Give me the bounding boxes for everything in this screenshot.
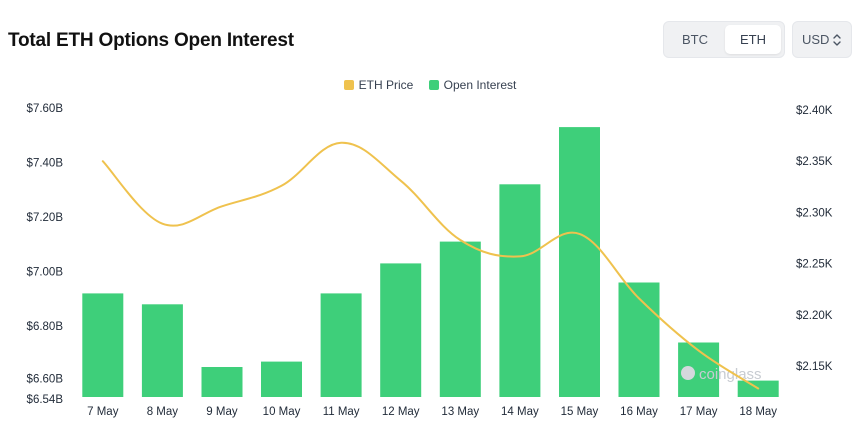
currency-label: USD <box>802 32 830 47</box>
x-tick-label: 9 May <box>206 406 238 418</box>
legend-swatch-eth-price <box>343 79 354 90</box>
x-tick-label: 12 May <box>382 406 420 418</box>
y-left-tick-label: $6.60B <box>27 374 64 386</box>
x-tick-label: 15 May <box>561 406 599 418</box>
y-left-tick-label: $6.80B <box>27 321 64 333</box>
x-tick-label: 13 May <box>441 406 479 418</box>
y-left-tick-label: $7.60B <box>27 103 64 115</box>
y-right-tick-label: $2.30K <box>796 207 833 219</box>
open-interest-bar <box>618 282 660 397</box>
open-interest-bar <box>201 367 243 397</box>
open-interest-bar <box>82 293 124 397</box>
x-tick-label: 14 May <box>501 406 539 418</box>
legend-swatch-open-interest <box>428 79 439 90</box>
y-right-tick-label: $2.15K <box>796 361 833 373</box>
y-left-tick-label: $7.20B <box>27 212 64 224</box>
y-right-tick-label: $2.40K <box>796 105 833 117</box>
coinglass-logo-icon <box>681 366 695 380</box>
eth-price-line <box>101 141 760 390</box>
page-title: Total ETH Options Open Interest <box>8 30 294 51</box>
y-right-tick-label: $2.20K <box>796 310 833 322</box>
y-left-tick-label: $7.40B <box>27 158 64 170</box>
y-right-tick-label: $2.25K <box>796 259 833 271</box>
asset-toggle: BTC ETH <box>663 21 785 58</box>
x-tick-label: 18 May <box>739 406 777 418</box>
open-interest-bar <box>141 304 183 397</box>
eth-toggle-button[interactable]: ETH <box>725 25 781 54</box>
open-interest-bar <box>261 361 302 397</box>
open-interest-bar <box>380 263 422 397</box>
x-tick-label: 16 May <box>620 406 658 418</box>
btc-toggle-button[interactable]: BTC <box>682 32 708 47</box>
chart-legend: ETH Price Open Interest <box>0 77 860 92</box>
open-interest-bar <box>499 184 541 397</box>
x-tick-label: 11 May <box>323 406 360 418</box>
x-tick-label: 8 May <box>147 406 179 418</box>
up-down-chevron-icon <box>833 34 841 46</box>
y-left-tick-label: $7.00B <box>27 267 64 279</box>
currency-select[interactable]: USD <box>792 21 852 58</box>
open-interest-bar <box>439 241 481 397</box>
open-interest-bar <box>320 293 362 397</box>
legend-item-open-interest[interactable]: Open Interest <box>428 77 517 92</box>
legend-label-open-interest: Open Interest <box>443 77 517 92</box>
legend-label-eth-price: ETH Price <box>358 77 414 92</box>
y-left-tick-label: $6.54B <box>27 394 64 406</box>
x-tick-label: 17 May <box>680 406 718 418</box>
x-tick-label: 10 May <box>263 406 301 418</box>
open-interest-bar <box>559 127 600 397</box>
x-tick-label: 7 May <box>87 406 119 418</box>
legend-item-eth-price[interactable]: ETH Price <box>343 77 414 92</box>
y-right-tick-label: $2.35K <box>796 156 833 168</box>
coinglass-watermark: coinglass <box>699 366 762 383</box>
